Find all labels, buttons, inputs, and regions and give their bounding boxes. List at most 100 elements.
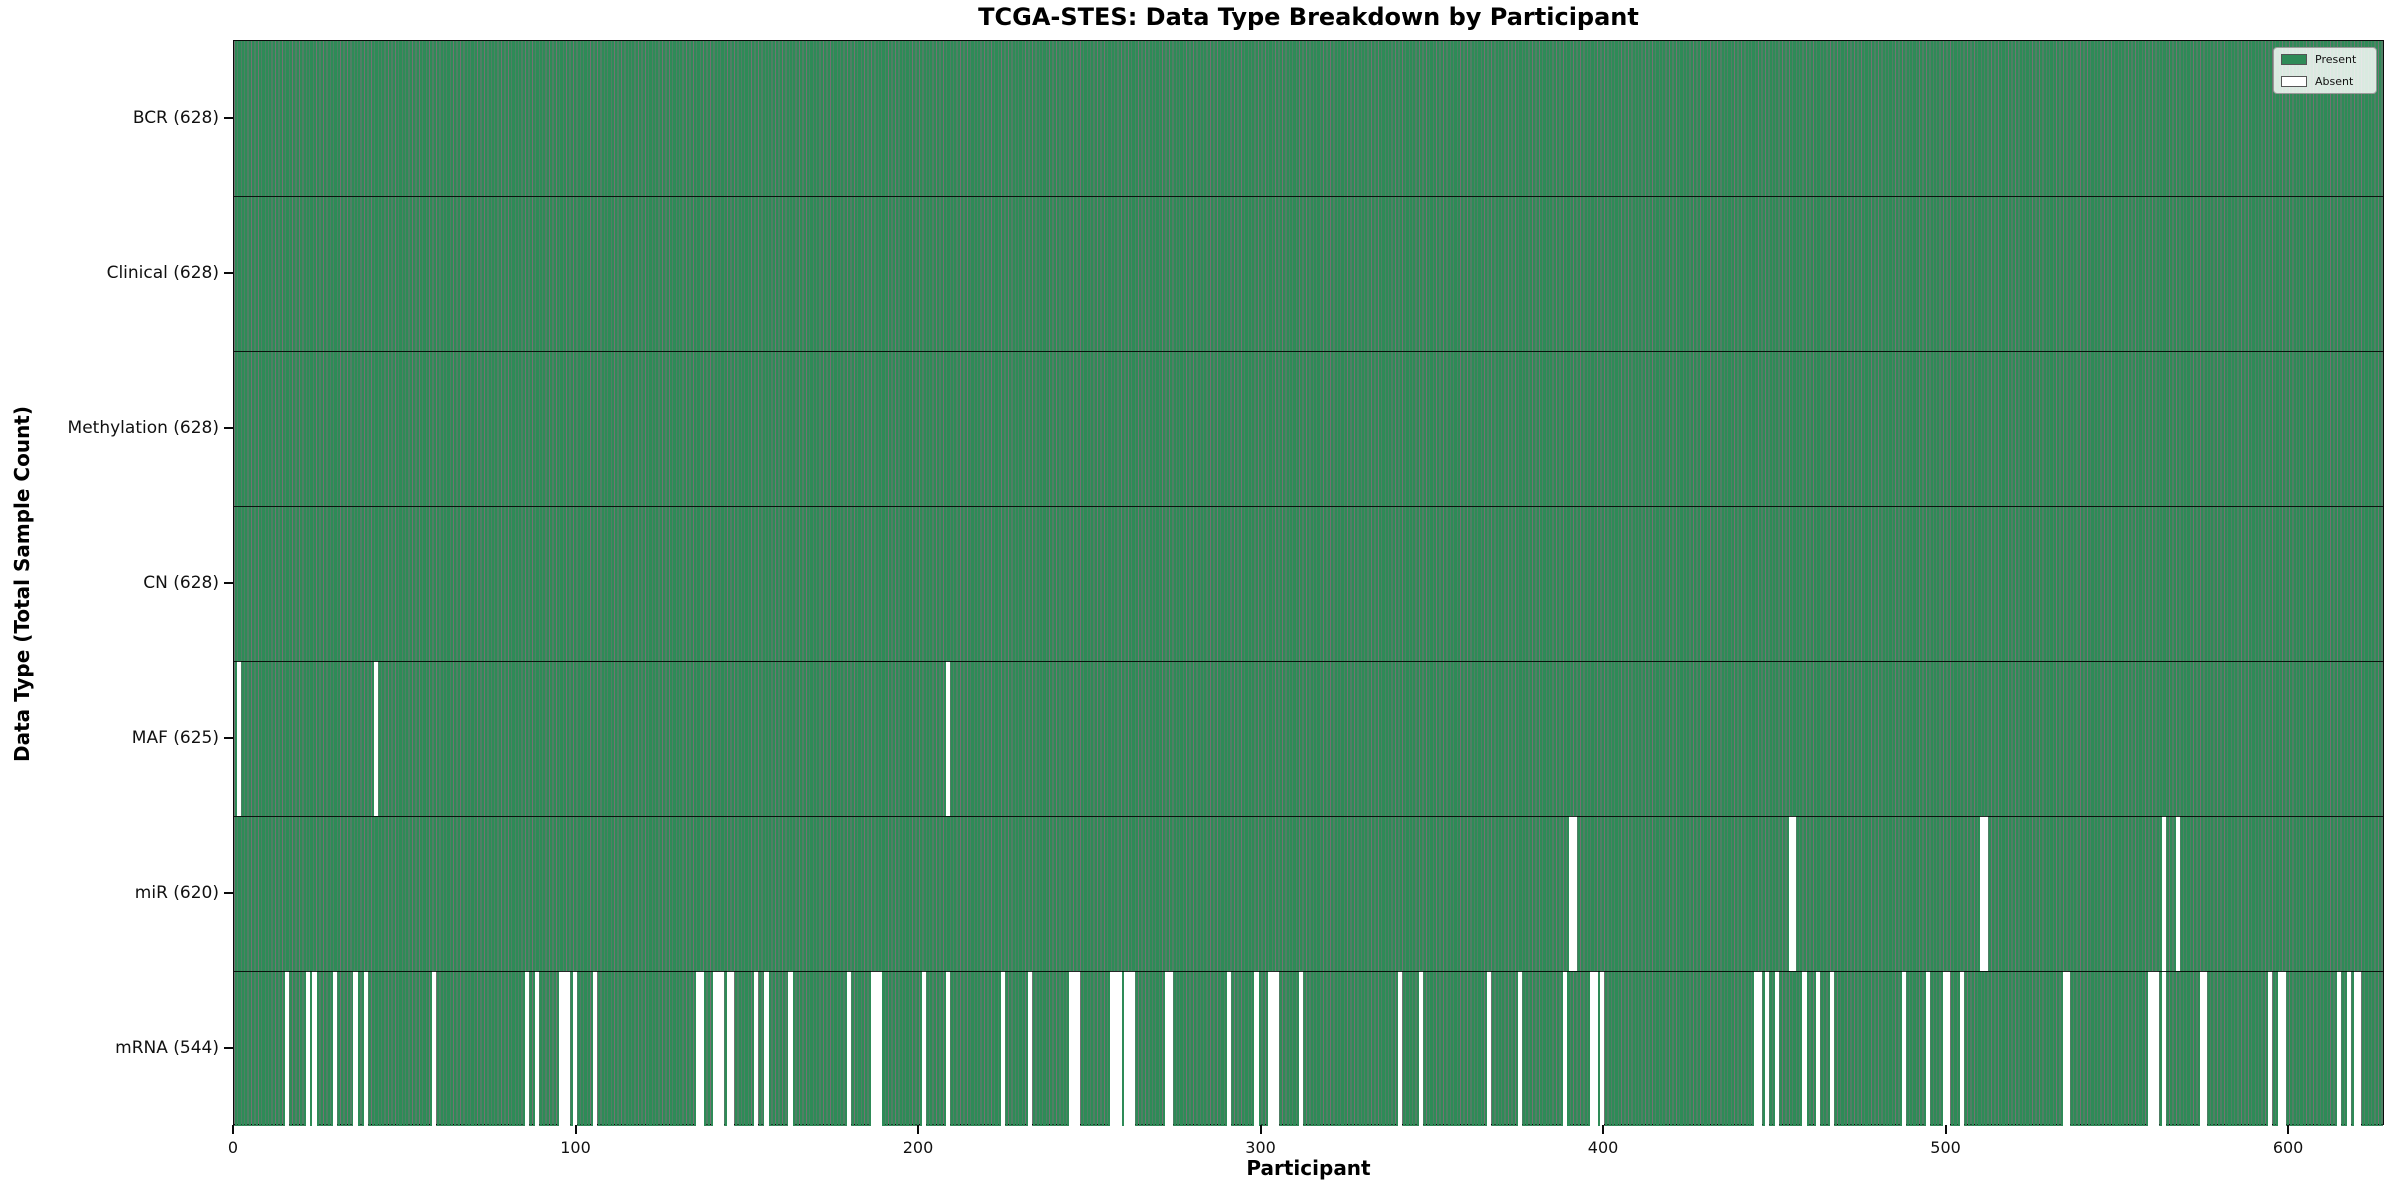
absent-gap — [1165, 971, 1170, 1126]
absent-gap — [874, 971, 879, 1126]
absent-gap — [730, 971, 735, 1126]
absent-gap — [2268, 971, 2273, 1126]
absent-gap — [1487, 971, 1492, 1126]
x-tick-label-400: 400 — [1587, 1138, 1619, 1157]
absent-gap — [2336, 971, 2341, 1126]
y-tick-mark — [224, 736, 233, 739]
absent-gap — [1124, 971, 1129, 1126]
y-tick-mark — [224, 271, 233, 274]
absent-gap — [726, 971, 732, 1126]
absent-gap — [764, 971, 769, 1126]
y-tick-label-mRNA: mRNA (544) — [115, 1037, 219, 1058]
absent-gap — [1113, 971, 1119, 1126]
absent-gap — [593, 971, 598, 1126]
absent-gap — [2353, 971, 2358, 1126]
legend: Present Absent — [2273, 47, 2377, 94]
absent-gap — [946, 661, 951, 816]
row-separator — [234, 816, 2383, 817]
y-tick-label-BCR: BCR (628) — [132, 107, 219, 128]
y-tick-mark — [224, 426, 233, 429]
absent-gap — [1254, 971, 1259, 1126]
absent-gap — [2161, 971, 2167, 1126]
absent-gap — [2175, 816, 2180, 971]
absent-gap — [1754, 971, 1759, 1126]
absent-gap — [2151, 971, 2156, 1126]
row-Methylation — [234, 351, 2383, 506]
absent-gap — [719, 971, 725, 1126]
absent-gap — [1980, 816, 1985, 971]
absent-gap — [363, 971, 368, 1126]
x-tick-mark — [1602, 1125, 1605, 1134]
absent-gap — [713, 971, 718, 1126]
row-separator — [234, 661, 2383, 662]
absent-gap — [2161, 816, 2167, 971]
row-MAF — [234, 661, 2383, 816]
absent-gap — [877, 971, 882, 1126]
absent-gap — [1110, 971, 1115, 1126]
absent-gap — [1589, 971, 1595, 1126]
y-tick-label-Methylation: Methylation (628) — [67, 417, 219, 438]
x-axis-title: Participant — [1246, 1156, 1371, 1180]
absent-gap — [946, 971, 951, 1126]
absent-gap — [1983, 816, 1989, 971]
absent-gap — [1117, 971, 1122, 1126]
absent-gap — [1901, 971, 1906, 1126]
absent-gap — [353, 971, 358, 1126]
absent-gap — [565, 971, 571, 1126]
x-tick-label-500: 500 — [1930, 1138, 1961, 1157]
x-tick-label-0: 0 — [227, 1138, 239, 1157]
absent-gap — [2062, 971, 2067, 1126]
absent-gap — [1000, 971, 1006, 1126]
row-separator — [234, 506, 2383, 507]
absent-gap — [305, 971, 310, 1126]
absent-gap — [2281, 971, 2287, 1126]
x-tick-mark — [1259, 1125, 1262, 1134]
absent-gap — [1925, 971, 1930, 1126]
absent-gap — [870, 971, 875, 1126]
absent-gap — [1959, 971, 1965, 1126]
y-tick-mark — [224, 1046, 233, 1049]
absent-gap — [572, 971, 577, 1126]
row-miR — [234, 816, 2383, 971]
y-tick-mark — [224, 891, 233, 894]
absent-gap — [1028, 971, 1033, 1126]
absent-gap — [1398, 971, 1403, 1126]
absent-gap — [1298, 971, 1304, 1126]
x-tick-mark — [1944, 1125, 1947, 1134]
absent-gap — [1764, 971, 1769, 1126]
absent-gap — [695, 971, 701, 1126]
legend-present-label: Present — [2315, 53, 2357, 66]
legend-item-present: Present — [2281, 53, 2369, 66]
absent-gap — [1418, 971, 1423, 1126]
absent-gap — [2357, 971, 2362, 1126]
y-tick-label-MAF: MAF (625) — [131, 727, 219, 748]
x-tick-mark — [232, 1125, 234, 1134]
absent-gap — [1072, 971, 1077, 1126]
absent-gap — [2278, 971, 2283, 1126]
x-tick-mark — [2287, 1125, 2290, 1134]
absent-gap — [1572, 816, 1578, 971]
chart-title: TCGA-STES: Data Type Breakdown by Partic… — [978, 3, 1639, 31]
row-separator — [234, 351, 2383, 352]
absent-gap — [1271, 971, 1276, 1126]
absent-gap — [754, 971, 759, 1126]
absent-gap — [1600, 971, 1605, 1126]
x-tick-mark — [574, 1125, 577, 1134]
row-Clinical — [234, 196, 2383, 351]
absent-gap — [1757, 971, 1762, 1126]
plot-area — [233, 40, 2384, 1126]
absent-gap — [524, 971, 529, 1126]
absent-gap — [1816, 971, 1821, 1126]
absent-gap — [1076, 971, 1081, 1126]
absent-gap — [716, 971, 721, 1126]
absent-gap — [1518, 971, 1523, 1126]
absent-gap — [535, 971, 540, 1126]
absent-gap — [2346, 971, 2352, 1126]
absent-gap — [432, 971, 437, 1126]
absent-gap — [1802, 971, 1807, 1126]
absent-gap — [1792, 816, 1797, 971]
absent-gap — [922, 971, 927, 1126]
absent-gap — [1942, 971, 1947, 1126]
absent-gap — [1569, 816, 1574, 971]
